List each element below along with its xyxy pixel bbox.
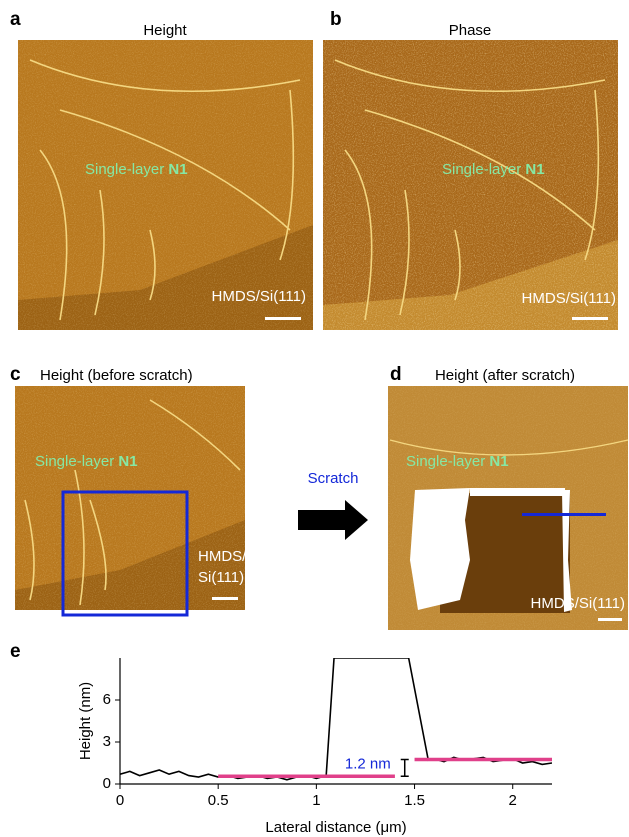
substrate-label: HMDS/Si(111) <box>522 290 616 307</box>
afm-image <box>323 40 618 330</box>
panel-title: Phase <box>449 22 492 39</box>
annotation: Single-layer N1 <box>406 453 509 470</box>
y-axis-label: Height (nm) <box>77 682 94 760</box>
panel-title: Height <box>143 22 187 39</box>
panel-title: Height (before scratch) <box>40 367 193 384</box>
annotation: Single-layer N1 <box>35 453 138 470</box>
x-tick-label: 1 <box>312 792 320 809</box>
afm-image <box>15 386 245 617</box>
step-annotation: 1.2 nm <box>345 755 391 772</box>
y-tick-label: 3 <box>103 733 111 750</box>
afm-image <box>18 40 313 330</box>
substrate-label: HMDS/ <box>198 548 247 565</box>
x-tick-label: 0 <box>116 792 124 809</box>
annotation: Single-layer N1 <box>85 161 188 178</box>
panel-label: a <box>10 9 21 30</box>
y-tick-label: 0 <box>103 775 111 792</box>
annotation: Single-layer N1 <box>442 161 545 178</box>
panel-title: Height (after scratch) <box>435 367 575 384</box>
substrate-label: HMDS/Si(111) <box>531 595 625 612</box>
panel-label: b <box>330 9 342 30</box>
profile-line <box>120 658 552 781</box>
x-tick-label: 0.5 <box>208 792 229 809</box>
substrate-label: Si(111) <box>198 569 244 586</box>
panel-label: c <box>10 364 21 385</box>
height-marker <box>400 758 409 778</box>
substrate-label: HMDS/Si(111) <box>212 288 306 305</box>
arrow <box>298 500 368 540</box>
x-axis-label: Lateral distance (μm) <box>265 819 406 836</box>
y-tick-label: 6 <box>103 691 111 708</box>
panel-label: d <box>390 364 402 385</box>
x-tick-label: 1.5 <box>404 792 425 809</box>
afm-image <box>388 386 629 630</box>
panel-label: e <box>10 641 21 662</box>
line-chart: 0 3 6 0 0.5 1 1.5 2 1.2 nm <box>103 658 552 809</box>
plot-area <box>120 658 552 781</box>
arrow-label: Scratch <box>308 470 359 487</box>
x-tick-label: 2 <box>509 792 517 809</box>
